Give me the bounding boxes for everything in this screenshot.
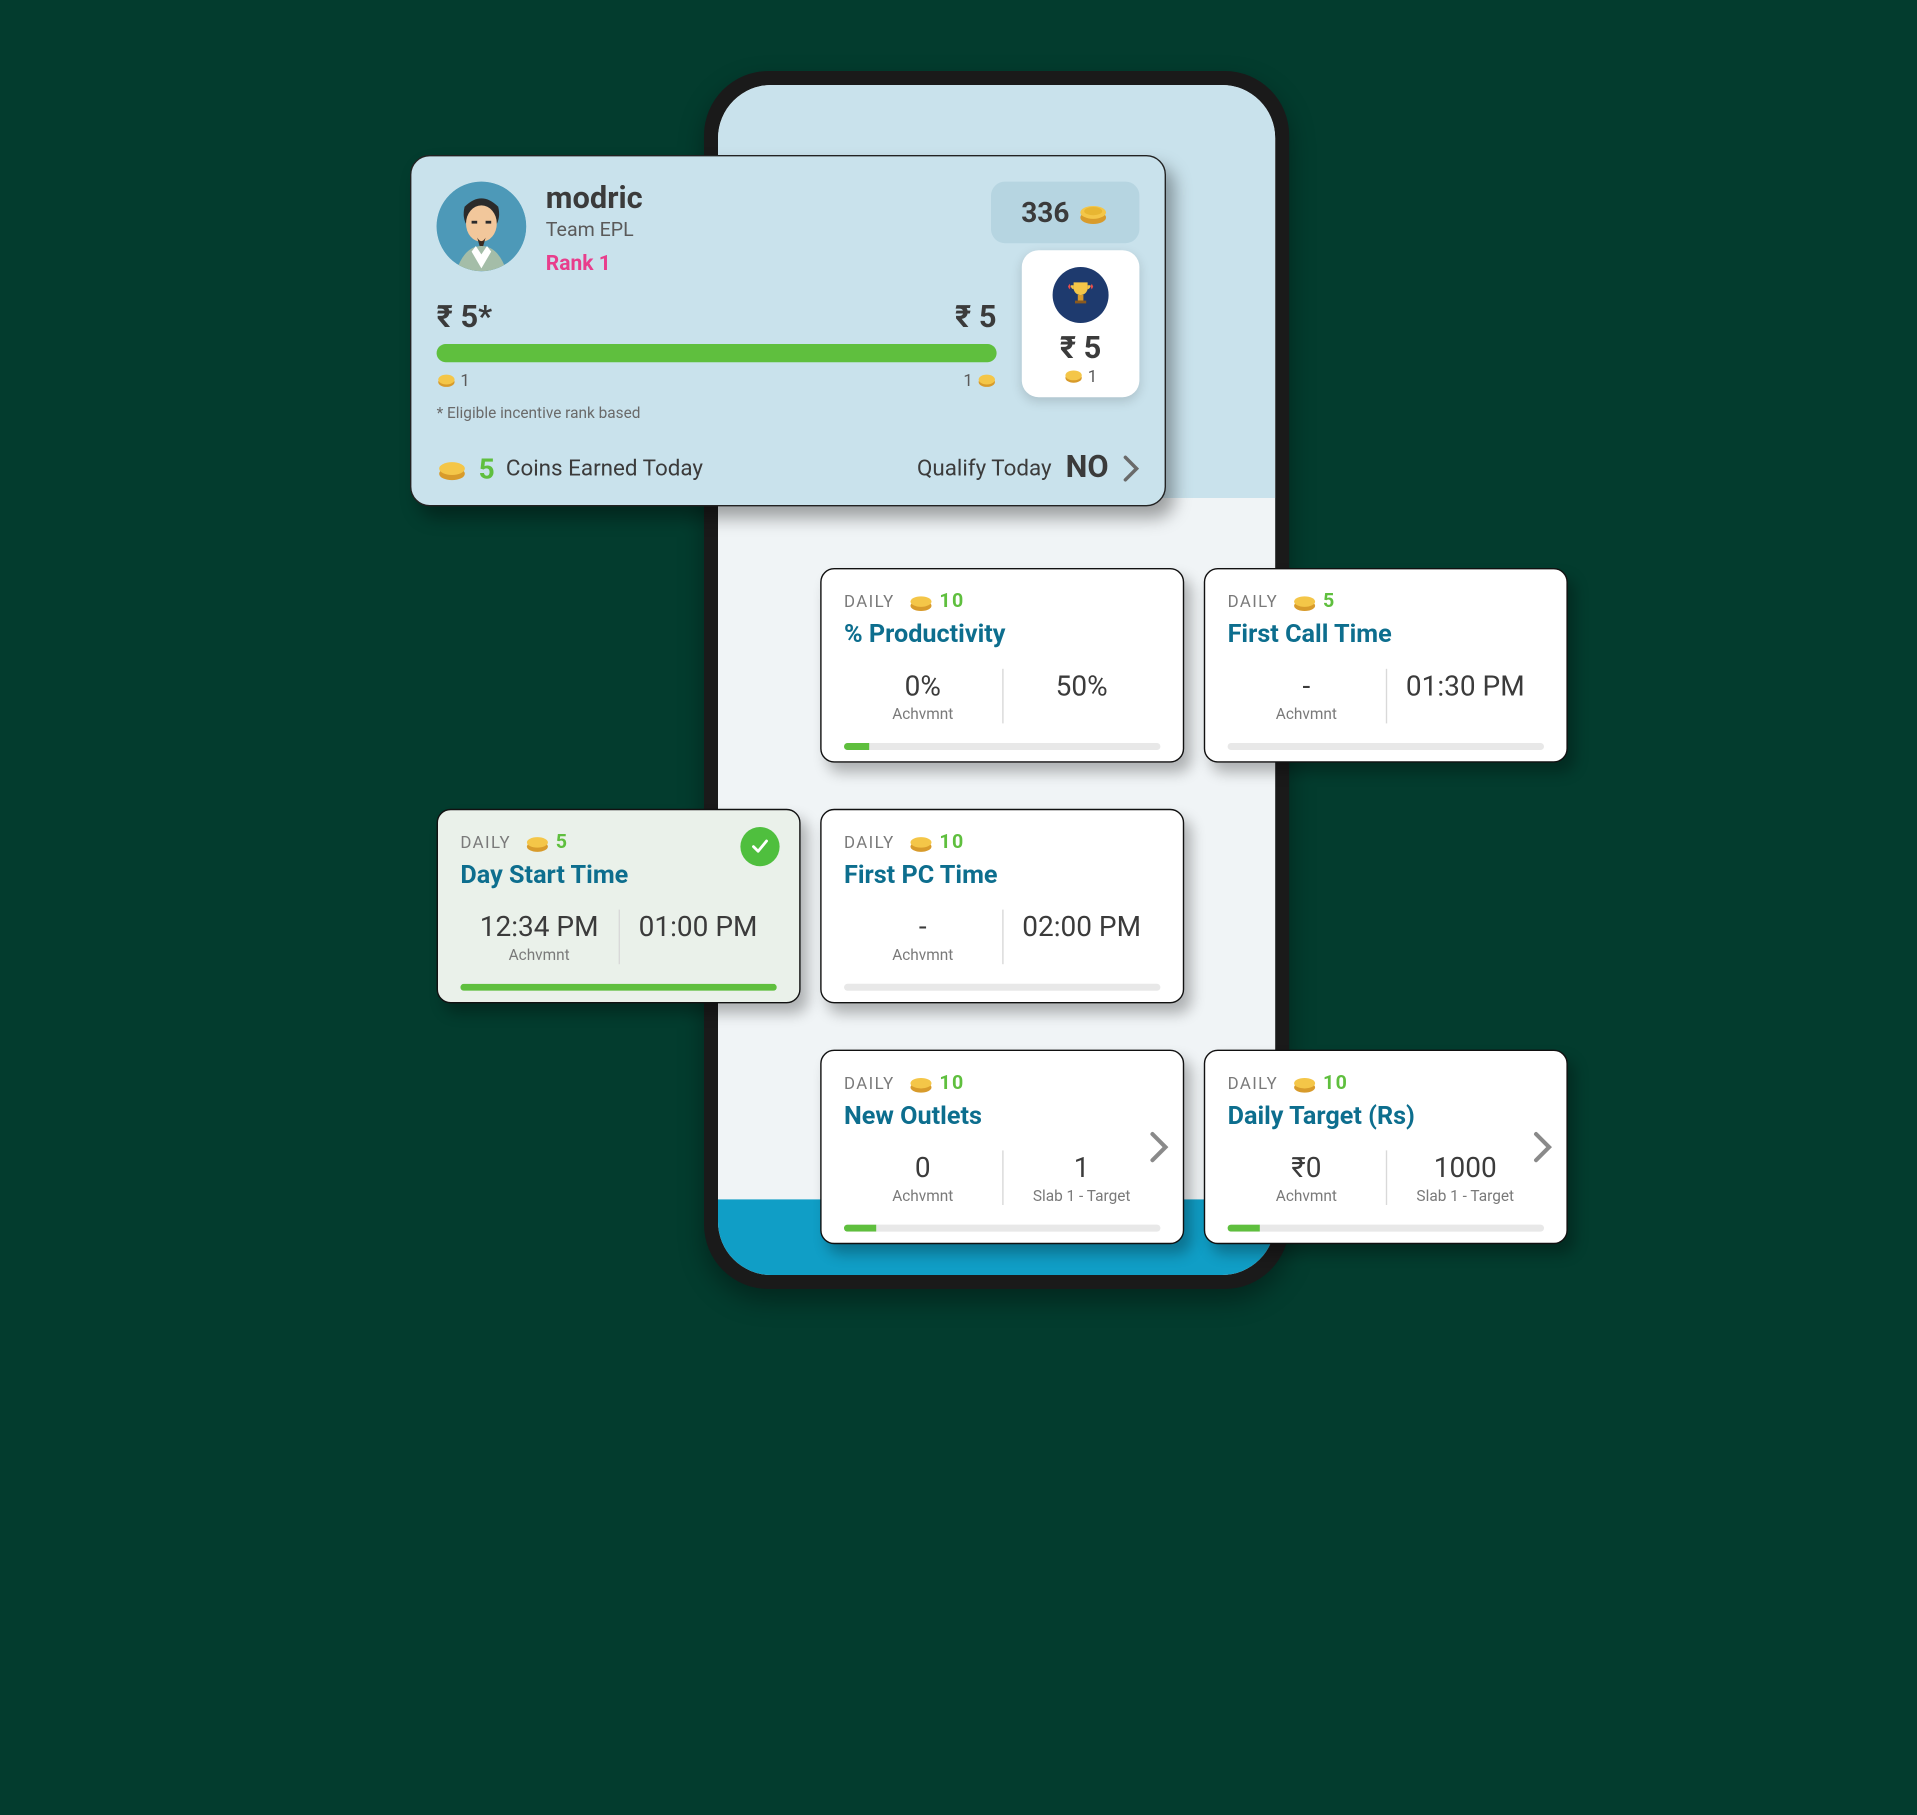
kpi-progress xyxy=(844,984,1160,991)
kpi-card[interactable]: DAILY 10 New Outlets 0 Achvmnt1 Slab 1 - Targ… xyxy=(820,1050,1184,1245)
kpi-card[interactable]: DAILY 10 % Productivity 0% Achvmnt50% xyxy=(820,568,1184,763)
coins-today-count: 5 xyxy=(479,451,495,485)
trophy-box: ₹ 5 1 xyxy=(1022,250,1140,397)
kpi-right-value: 01:30 PM xyxy=(1387,669,1545,703)
kpi-card[interactable]: DAILY 10 First PC Time - Achvmnt02:00 PM xyxy=(820,809,1184,1004)
stage: NEXT modric Team EPL Rank 1 xyxy=(200,50,1917,1730)
bar-right-label: ₹ 5 xyxy=(955,301,997,336)
user-name: modric xyxy=(546,182,971,217)
qualify-value: NO xyxy=(1066,450,1109,485)
kpi-frequency: DAILY xyxy=(844,1073,895,1093)
kpi-frequency: DAILY xyxy=(844,833,895,853)
chevron-right-icon xyxy=(1123,454,1140,482)
trophy-amount: ₹ 5 xyxy=(1053,331,1109,366)
trophy-sub: 1 xyxy=(1053,366,1109,386)
kpi-right-value: 1 xyxy=(1003,1150,1160,1184)
coin-icon xyxy=(525,830,550,855)
coins-total-pill: 336 xyxy=(990,182,1139,244)
kpi-title: First Call Time xyxy=(1228,620,1544,649)
trophy-icon xyxy=(1053,267,1109,323)
user-rank: Rank 1 xyxy=(546,250,971,275)
kpi-left-label: Achvmnt xyxy=(844,705,1002,723)
kpi-coins: 10 xyxy=(909,830,965,855)
kpi-frequency: DAILY xyxy=(844,592,895,612)
coin-icon xyxy=(1292,589,1317,614)
kpi-progress xyxy=(1228,743,1544,750)
coin-icon xyxy=(1078,197,1109,228)
coin-icon xyxy=(909,830,934,855)
kpi-coins: 10 xyxy=(1292,1071,1348,1096)
kpi-progress xyxy=(844,1225,1160,1232)
chevron-right-icon xyxy=(1533,1130,1553,1164)
coin-icon xyxy=(909,589,934,614)
kpi-right-value: 1000 xyxy=(1387,1150,1545,1184)
kpi-right-label: Slab 1 - Target xyxy=(1387,1187,1545,1205)
avatar-icon xyxy=(437,182,527,272)
user-team: Team EPL xyxy=(546,219,971,241)
kpi-left-value: 0% xyxy=(844,669,1002,703)
kpi-title: Day Start Time xyxy=(460,861,776,890)
kpi-left-label: Achvmnt xyxy=(460,946,618,964)
kpi-left-value: 0 xyxy=(844,1150,1002,1184)
kpi-right-value: 02:00 PM xyxy=(1003,910,1160,944)
kpi-title: % Productivity xyxy=(844,620,1160,649)
kpi-right-value: 01:00 PM xyxy=(619,910,777,944)
kpi-title: First PC Time xyxy=(844,861,1160,890)
kpi-coins: 5 xyxy=(525,830,568,855)
kpi-card[interactable]: DAILY 5 Day Start Time 12:34 PM Achvmnt01:00… xyxy=(437,809,801,1004)
kpi-left-label: Achvmnt xyxy=(1228,705,1386,723)
bar-left-label: ₹ 5* xyxy=(437,301,493,336)
eligibility-note: * Eligible incentive rank based xyxy=(437,404,997,422)
bar-right-sub: 1 xyxy=(963,371,996,391)
coin-icon xyxy=(1292,1071,1317,1096)
coins-earned-today: 5 Coins Earned Today xyxy=(437,451,703,485)
kpi-left-value: 12:34 PM xyxy=(460,910,618,944)
kpi-frequency: DAILY xyxy=(1228,1073,1279,1093)
kpi-coins: 10 xyxy=(909,589,965,614)
kpi-frequency: DAILY xyxy=(1228,592,1279,612)
check-icon xyxy=(740,827,779,866)
kpi-left-label: Achvmnt xyxy=(844,946,1002,964)
chevron-right-icon xyxy=(1149,1130,1169,1164)
coins-total-value: 336 xyxy=(1021,196,1069,230)
kpi-progress xyxy=(460,984,776,991)
kpi-title: New Outlets xyxy=(844,1101,1160,1130)
kpi-right-label: Slab 1 - Target xyxy=(1003,1187,1160,1205)
kpi-progress xyxy=(1228,1225,1544,1232)
kpi-coins: 10 xyxy=(909,1071,965,1096)
kpi-card[interactable]: DAILY 5 First Call Time - Achvmnt01:30 PM xyxy=(1204,568,1568,763)
kpi-progress xyxy=(844,743,1160,750)
kpi-right-value: 50% xyxy=(1003,669,1160,703)
kpi-frequency: DAILY xyxy=(460,833,511,853)
qualify-label: Qualify Today xyxy=(917,455,1052,482)
incentive-bar xyxy=(437,344,997,362)
kpi-left-value: - xyxy=(1228,669,1386,703)
coin-icon xyxy=(437,453,468,484)
avatar xyxy=(437,182,527,272)
kpi-left-label: Achvmnt xyxy=(1228,1187,1386,1205)
kpi-left-value: - xyxy=(844,910,1002,944)
kpi-left-value: ₹0 xyxy=(1228,1150,1386,1184)
kpi-coins: 5 xyxy=(1292,589,1335,614)
coins-today-label: Coins Earned Today xyxy=(506,455,703,482)
kpi-title: Daily Target (Rs) xyxy=(1228,1101,1544,1130)
kpi-card[interactable]: DAILY 10 Daily Target (Rs) ₹0 Achvmnt1000 Sla… xyxy=(1204,1050,1568,1245)
coin-icon xyxy=(909,1071,934,1096)
user-summary-card: modric Team EPL Rank 1 336 ₹ 5* ₹ 5 xyxy=(410,155,1166,506)
kpi-left-label: Achvmnt xyxy=(844,1187,1002,1205)
qualify-today-row[interactable]: Qualify Today NO xyxy=(917,450,1139,485)
bar-left-sub: 1 xyxy=(437,371,470,391)
